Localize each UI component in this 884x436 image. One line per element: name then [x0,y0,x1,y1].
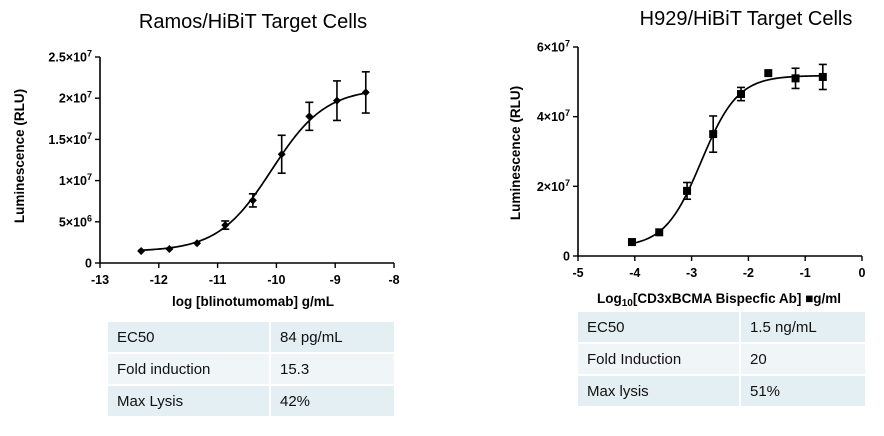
obscured-mu-mark: ■ [805,291,813,306]
y-tick-label: 6×107 [537,39,570,55]
y-tick-exponent: 7 [87,90,92,100]
y-tick-label: 1×107 [59,172,92,188]
y-tick-label: 0 [563,250,570,264]
x-tick-label: -5 [572,266,583,280]
stats-value: 15.3 [271,354,394,384]
y-tick-exponent: 7 [87,131,92,141]
data-point [709,130,718,139]
y-axis-label: Luminescence (RLU) [508,86,523,220]
stats-table-h929: EC50 1.5 ng/mL Fold Induction 20 Max lysis… [576,310,867,408]
y-tick-exponent: 7 [565,39,570,49]
chart-title: Ramos/HiBiT Target Cells [139,11,367,33]
stats-row: Max lysis 51% [578,376,865,406]
y-tick-base: 2×10 [59,92,87,106]
y-axis-label: Luminescence (RLU) [12,89,27,223]
x-tick-label: -3 [686,266,697,280]
y-tick-label: 0 [85,257,92,271]
y-tick-base: 2.5×10 [48,51,87,65]
chart-h929: H929/HiBiT Target Cells Luminescence (RL… [508,8,866,309]
y-tick-base: 4×10 [537,110,565,124]
stats-row: EC50 1.5 ng/mL [578,312,865,342]
x-tick-label: -11 [209,273,226,287]
y-tick-label: 5×106 [59,213,92,229]
x-axis-label-subscript: 10 [622,298,634,309]
stats-row: Fold Induction 20 [578,344,865,374]
data-point [818,72,827,81]
fit-curve [138,92,366,252]
stats-label: Max lysis [578,376,739,406]
stats-label: EC50 [108,322,269,352]
stats-value: 84 pg/mL [271,322,394,352]
stats-value: 1.5 ng/mL [741,312,865,342]
x-axis-label: log [blinotumomab] g/mL [172,294,334,309]
y-tick-base: 2×10 [537,180,565,194]
data-point [332,96,341,105]
stats-label: EC50 [578,312,739,342]
data-point [221,221,230,230]
y-tick-base: 5×10 [59,215,87,229]
x-tick-label: -2 [743,266,754,280]
stats-row: EC50 84 pg/mL [108,322,394,352]
y-tick-base: 1.5×10 [48,133,87,147]
data-point [764,69,773,78]
data-point [361,88,370,97]
stats-label: Fold Induction [578,344,739,374]
x-axis-label-text: [CD3xBCMA Bispecfic Ab] [633,291,805,306]
stats-value: 20 [741,344,865,374]
data-point [137,247,146,256]
y-tick-exponent: 6 [87,213,92,223]
y-tick-base: 1×10 [59,174,87,188]
x-tick-label: 0 [859,266,866,280]
chart-ramos: Ramos/HiBiT Target Cells Luminescence (R… [12,11,400,309]
y-tick-exponent: 7 [87,49,92,59]
stats-label: Max Lysis [108,386,269,416]
y-tick-label: 2.5×107 [48,49,92,65]
data-point [165,244,174,253]
stats-value: 51% [741,376,865,406]
fit-curve [628,74,823,245]
data-point [305,112,314,121]
x-axis-label-unit: g/ml [813,291,841,306]
data-point [791,74,800,83]
stats-row: Fold induction 15.3 [108,354,394,384]
y-tick-label: 2×107 [537,178,570,194]
x-tick-label: -13 [91,273,109,287]
y-tick-label: 1.5×107 [48,131,92,147]
x-tick-label: -10 [267,273,285,287]
y-tick-base: 0 [563,250,570,264]
y-tick-exponent: 7 [565,108,570,118]
x-axis-label: Log10[CD3xBCMA Bispecfic Ab] ■g/ml [597,291,841,309]
data-point [683,186,692,195]
y-tick-label: 4×107 [537,108,570,124]
y-tick-exponent: 7 [87,172,92,182]
data-point [277,150,286,159]
x-tick-label: -4 [629,266,640,280]
data-point [737,90,746,99]
y-tick-exponent: 7 [565,178,570,188]
x-tick-label: -9 [330,273,341,287]
x-tick-label: -1 [800,266,811,280]
y-tick-label: 2×107 [59,90,92,106]
x-tick-label: -8 [388,273,399,287]
stats-table-ramos: EC50 84 pg/mL Fold induction 15.3 Max Lysi… [106,320,396,418]
y-tick-base: 0 [85,257,92,271]
stats-value: 42% [271,386,394,416]
data-point [627,238,636,247]
stats-row: Max Lysis 42% [108,386,394,416]
data-point [655,228,664,237]
y-tick-base: 6×10 [537,41,565,55]
data-point [193,239,202,248]
data-point [248,196,257,205]
chart-title: H929/HiBiT Target Cells [640,8,853,30]
x-axis-label-log: Log [597,291,622,306]
stats-label: Fold induction [108,354,269,384]
x-tick-label: -12 [150,273,168,287]
